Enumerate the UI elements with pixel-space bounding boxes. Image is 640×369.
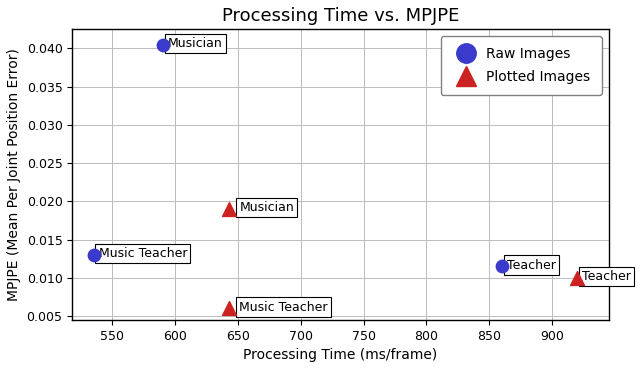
- Text: Musician: Musician: [239, 201, 294, 214]
- Text: Teacher: Teacher: [582, 270, 631, 283]
- Point: [497, 263, 507, 269]
- Y-axis label: MPJPE (Mean Per Joint Position Error): MPJPE (Mean Per Joint Position Error): [7, 48, 21, 301]
- Point: [157, 42, 168, 48]
- Text: Musician: Musician: [168, 37, 223, 50]
- Point: [88, 252, 99, 258]
- Point: [224, 206, 234, 212]
- X-axis label: Processing Time (ms/frame): Processing Time (ms/frame): [243, 348, 438, 362]
- Text: Music Teacher: Music Teacher: [239, 301, 328, 314]
- Point: [572, 275, 582, 281]
- Legend: Raw Images, Plotted Images: Raw Images, Plotted Images: [440, 36, 602, 95]
- Point: [224, 306, 234, 311]
- Text: Music Teacher: Music Teacher: [99, 247, 187, 260]
- Text: Teacher: Teacher: [507, 259, 556, 272]
- Title: Processing Time vs. MPJPE: Processing Time vs. MPJPE: [221, 7, 459, 25]
